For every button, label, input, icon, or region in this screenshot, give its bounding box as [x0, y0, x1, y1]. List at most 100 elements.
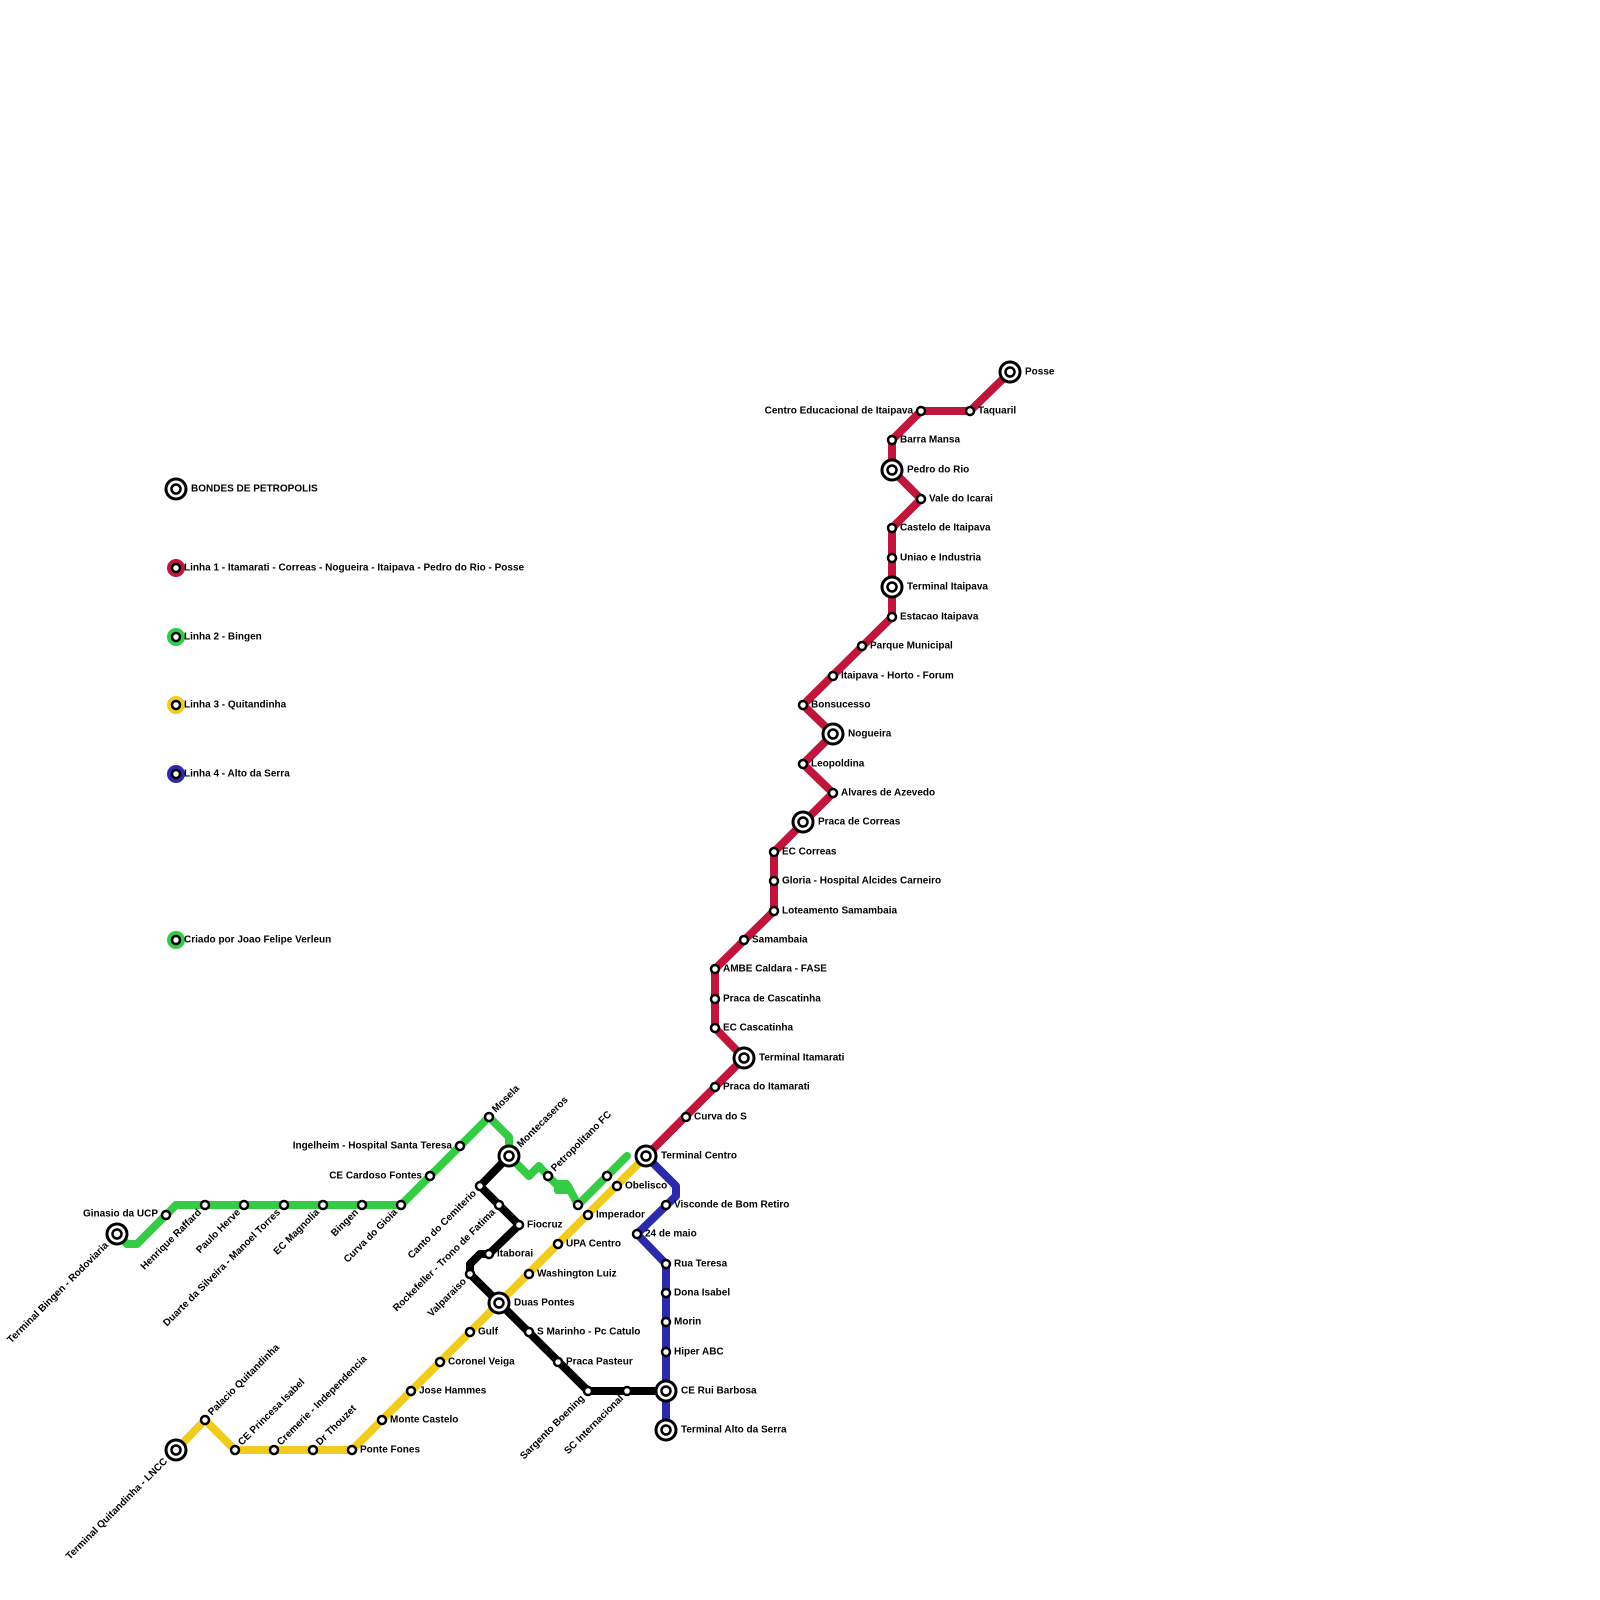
legend-label: Linha 2 - Bingen [184, 632, 262, 643]
station-label: Praca de Correas [818, 817, 901, 828]
station [582, 1209, 594, 1221]
station-label: Loteamento Samambaia [782, 906, 897, 917]
station-label: 24 de maio [645, 1229, 697, 1240]
route-line [466, 1152, 670, 1395]
station-label: Visconde de Bom Retiro [674, 1200, 789, 1211]
legend-label: BONDES DE PETROPOLIS [191, 484, 318, 495]
station [660, 1258, 672, 1270]
station [523, 1268, 535, 1280]
station [229, 1444, 241, 1456]
station-label: CE Rui Barbosa [681, 1386, 757, 1397]
station-label: Duas Pontes [514, 1298, 575, 1309]
station-label: Taquaril [978, 406, 1016, 417]
interchange-core [660, 1424, 672, 1436]
station-label: Terminal Centro [661, 1151, 737, 1162]
station [660, 1316, 672, 1328]
station-label: Terminal Alto da Serra [681, 1425, 787, 1436]
station [856, 640, 868, 652]
station-label: Morin [674, 1317, 701, 1328]
station-label: AMBE Caldara - FASE [723, 964, 827, 975]
station-label: Nogueira [848, 729, 892, 740]
station [768, 875, 780, 887]
station-label: Canto do Cemiterio [406, 1188, 479, 1261]
station [601, 1170, 613, 1182]
station [552, 1238, 564, 1250]
station-label: Mosela [490, 1083, 522, 1115]
station-label: S Marinho - Pc Catulo [537, 1327, 640, 1338]
station [376, 1414, 388, 1426]
station [160, 1209, 172, 1221]
station [886, 522, 898, 534]
station [964, 405, 976, 417]
station-label: Sargento Boening [518, 1393, 587, 1462]
station [170, 768, 182, 780]
station-label: Ingelheim - Hospital Santa Teresa [293, 1141, 453, 1152]
station-label: Itaipava - Horto - Forum [841, 671, 954, 682]
interchange-core [170, 1444, 182, 1456]
station-label: Posse [1025, 367, 1055, 378]
station [464, 1268, 476, 1280]
station-label: CE Princesa Isabel [236, 1377, 307, 1448]
station-label: Bonsucesso [811, 700, 870, 711]
station-label: Washington Luiz [537, 1269, 617, 1280]
station-label: Pedro do Rio [907, 465, 969, 476]
legend-label: Linha 3 - Quitandinha [184, 700, 287, 711]
station [493, 1199, 505, 1211]
station [552, 1356, 564, 1368]
station [317, 1199, 329, 1211]
station [915, 493, 927, 505]
station-label: Terminal Bingen - Rodoviaria [6, 1240, 112, 1346]
station [680, 1111, 692, 1123]
station [474, 1180, 486, 1192]
interchange-core [170, 483, 182, 495]
station-label: Dona Isabel [674, 1288, 730, 1299]
station-label: Vale do Icarai [929, 494, 993, 505]
interchange-core [886, 581, 898, 593]
station [170, 699, 182, 711]
station [738, 934, 750, 946]
legend-label: Linha 4 - Alto da Serra [184, 769, 290, 780]
station [513, 1219, 525, 1231]
station [434, 1356, 446, 1368]
station [199, 1414, 211, 1426]
station-label: Obelisco [625, 1181, 667, 1192]
station-label: Gulf [478, 1327, 499, 1338]
station-label: Hiper ABC [674, 1347, 724, 1358]
station-label: Uniao e Industria [900, 553, 982, 564]
station [542, 1170, 554, 1182]
station [356, 1199, 368, 1211]
station [483, 1111, 495, 1123]
station [660, 1346, 672, 1358]
interchange-core [797, 816, 809, 828]
route-blob [554, 1180, 570, 1194]
station [709, 1022, 721, 1034]
station [797, 758, 809, 770]
station-label: Fiocruz [527, 1220, 563, 1231]
station [827, 787, 839, 799]
station-label: Centro Educacional de Itaipava [765, 406, 914, 417]
station-label: Praca do Itamarati [723, 1082, 810, 1093]
station [523, 1326, 535, 1338]
station [572, 1199, 584, 1211]
station-label: Petropolitano FC [549, 1109, 614, 1174]
interchange-core [1004, 366, 1016, 378]
station-label: Praca de Cascatinha [723, 994, 821, 1005]
station-label: Castelo de Itaipava [900, 523, 991, 534]
station-label: Itaborai [497, 1249, 533, 1260]
station-label: Gloria - Hospital Alcides Carneiro [782, 876, 941, 887]
station [709, 993, 721, 1005]
station-label: Terminal Quitandinha - LNCC [64, 1456, 170, 1562]
station [886, 611, 898, 623]
station [915, 405, 927, 417]
station [827, 670, 839, 682]
station [199, 1199, 211, 1211]
station [405, 1385, 417, 1397]
interchange-core [827, 728, 839, 740]
station-label: CE Cardoso Fontes [329, 1171, 422, 1182]
station-label: Barra Mansa [900, 435, 960, 446]
station-label: Monte Castelo [390, 1415, 458, 1426]
station [709, 963, 721, 975]
station [278, 1199, 290, 1211]
station-label: Parque Municipal [870, 641, 953, 652]
